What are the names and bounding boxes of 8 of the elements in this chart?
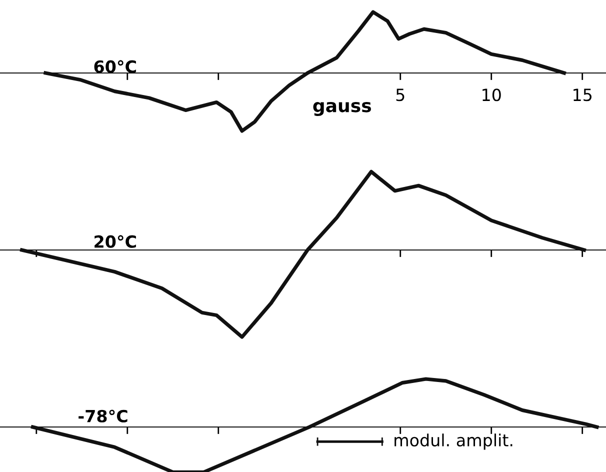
annotation: modul. amplit.: [394, 434, 512, 450]
x-tick-label: 10: [482, 88, 501, 102]
text: 60°C: [94, 60, 136, 73]
text: -78°C: [78, 410, 128, 422]
x-axis-title: gauss: [313, 102, 371, 116]
text: 20°C: [94, 235, 136, 248]
x-tick-label: 15: [574, 88, 592, 102]
x-tick-label: 5: [396, 88, 404, 102]
